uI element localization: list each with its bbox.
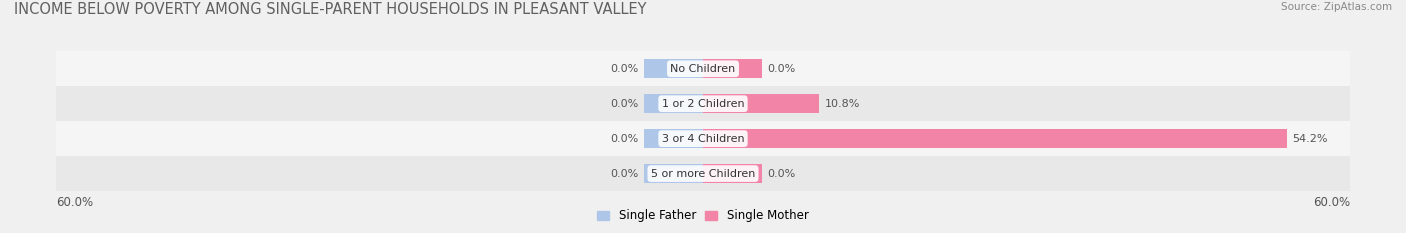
Bar <box>56 86 1350 121</box>
Text: 0.0%: 0.0% <box>610 169 638 178</box>
Text: 60.0%: 60.0% <box>56 196 93 209</box>
Bar <box>56 156 1350 191</box>
Text: 0.0%: 0.0% <box>610 99 638 109</box>
Text: 54.2%: 54.2% <box>1292 134 1329 144</box>
Text: 1 or 2 Children: 1 or 2 Children <box>662 99 744 109</box>
Text: 60.0%: 60.0% <box>1313 196 1350 209</box>
Bar <box>644 164 703 183</box>
Bar <box>56 121 1350 156</box>
Bar <box>644 59 703 78</box>
Text: INCOME BELOW POVERTY AMONG SINGLE-PARENT HOUSEHOLDS IN PLEASANT VALLEY: INCOME BELOW POVERTY AMONG SINGLE-PARENT… <box>14 2 647 17</box>
Text: 0.0%: 0.0% <box>610 64 638 74</box>
Bar <box>56 51 1350 86</box>
Text: 3 or 4 Children: 3 or 4 Children <box>662 134 744 144</box>
Text: 0.0%: 0.0% <box>610 134 638 144</box>
Bar <box>703 94 820 113</box>
Legend: Single Father, Single Mother: Single Father, Single Mother <box>595 207 811 225</box>
Bar <box>644 129 703 148</box>
Bar <box>703 59 762 78</box>
Text: 0.0%: 0.0% <box>768 169 796 178</box>
Text: Source: ZipAtlas.com: Source: ZipAtlas.com <box>1281 2 1392 12</box>
Bar <box>644 94 703 113</box>
Bar <box>703 164 762 183</box>
Text: 5 or more Children: 5 or more Children <box>651 169 755 178</box>
Text: No Children: No Children <box>671 64 735 74</box>
Bar <box>703 129 1288 148</box>
Text: 10.8%: 10.8% <box>825 99 860 109</box>
Text: 0.0%: 0.0% <box>768 64 796 74</box>
